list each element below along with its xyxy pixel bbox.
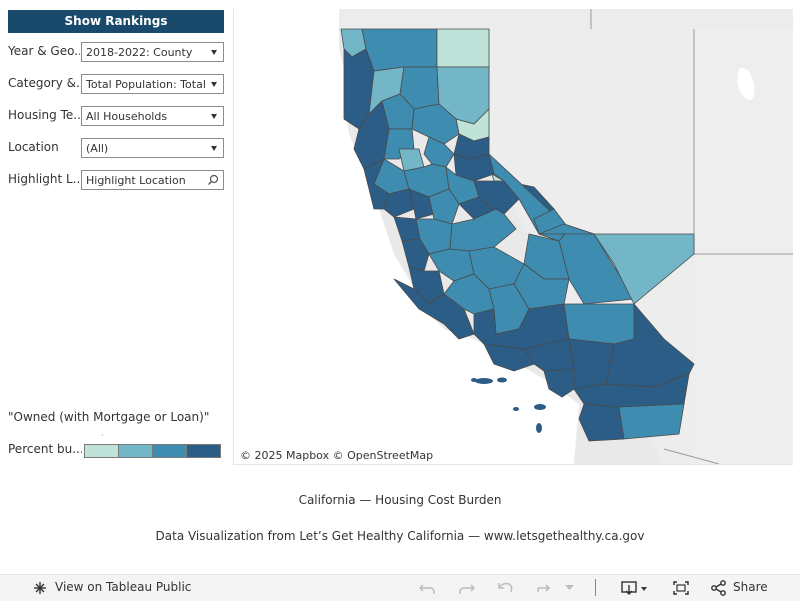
view-on-tableau-link[interactable]: View on Tableau Public [55, 580, 192, 594]
dropdown-value: All Households [86, 110, 168, 123]
legend-swatch-2[interactable] [118, 444, 153, 458]
county-border-piece[interactable] [538, 223, 595, 235]
oregon-land [234, 9, 793, 29]
california-counties[interactable] [340, 28, 695, 442]
county-modoc[interactable] [436, 28, 490, 68]
show-rankings-button[interactable]: Show Rankings [8, 10, 224, 33]
highlight-placeholder: Highlight Location [86, 174, 186, 187]
fullscreen-icon[interactable] [672, 580, 690, 596]
lake [737, 68, 755, 100]
dropdown-value: Total Population: Total [86, 78, 206, 91]
caret-down-icon [211, 114, 217, 119]
county-alameda[interactable] [401, 238, 430, 272]
highlight-location-input[interactable]: Highlight Location [81, 170, 224, 190]
map-canvas[interactable] [234, 9, 793, 464]
category-filter: Category &... Total Population: Total [8, 74, 224, 94]
map-caption-title: California — Housing Cost Burden [298, 493, 502, 507]
county-san-diego[interactable] [578, 403, 625, 442]
island [536, 423, 542, 433]
revert-icon[interactable] [497, 580, 515, 596]
year-geo-filter: Year & Geo... 2018-2022: County [8, 42, 224, 62]
housing-tenure-dropdown[interactable]: All Households [81, 106, 224, 126]
tableau-toolbar: View on Tableau Public Share [0, 574, 800, 601]
map-attribution: © 2025 Mapbox © OpenStreetMap [238, 449, 436, 462]
share-icon[interactable] [710, 580, 728, 596]
state-border [663, 448, 720, 464]
dropdown-value: (All) [86, 142, 109, 155]
county-butte[interactable] [411, 103, 460, 145]
location-filter: Location (All) [8, 138, 224, 158]
redo-icon[interactable] [458, 580, 476, 596]
housing-tenure-filter: Housing Te... All Households [8, 106, 224, 126]
caret-down-icon [211, 82, 217, 87]
caret-down-icon [211, 146, 217, 151]
county-santa-barbara[interactable] [483, 343, 535, 372]
map-caption-source: Data Visualization from Let’s Get Health… [155, 529, 645, 543]
legend-title: "Owned (with Mortgage or Loan)" [8, 410, 210, 424]
county-siskiyou[interactable] [361, 28, 438, 72]
refresh-icon[interactable] [535, 580, 553, 596]
county-napa-marin[interactable] [383, 188, 415, 218]
share-button[interactable]: Share [733, 580, 768, 594]
utah-arizona-land [692, 29, 793, 464]
year-geo-dropdown[interactable]: 2018-2022: County [81, 42, 224, 62]
category-dropdown[interactable]: Total Population: Total [81, 74, 224, 94]
island [497, 377, 507, 383]
filter-label: Category &... [8, 76, 80, 90]
tableau-logo-icon[interactable] [32, 580, 48, 596]
county-solano[interactable] [408, 188, 435, 220]
island [534, 404, 546, 410]
county-choropleth-map[interactable]: © 2025 Mapbox © OpenStreetMap [233, 9, 793, 465]
legend-swatch-4[interactable] [186, 444, 221, 458]
county-kern[interactable] [563, 303, 635, 345]
legend-swatch-1[interactable] [84, 444, 119, 458]
filter-label: Highlight L... [8, 172, 80, 186]
download-icon[interactable] [621, 580, 649, 596]
filter-label: Housing Te... [8, 108, 80, 122]
channel-islands [471, 377, 546, 433]
toolbar-divider [595, 579, 596, 596]
dropdown-value: 2018-2022: County [86, 46, 193, 59]
osm-attribution-link[interactable]: © OpenStreetMap [332, 449, 434, 462]
location-dropdown[interactable]: (All) [81, 138, 224, 158]
sidebar: Show Rankings Year & Geo... 2018-2022: C… [8, 10, 224, 465]
county-inyo-east[interactable] [593, 233, 695, 305]
color-legend[interactable] [84, 444, 221, 458]
county-imperial[interactable] [618, 403, 685, 440]
dropdown-icon[interactable] [565, 585, 574, 591]
county-monterey[interactable] [393, 278, 475, 340]
highlight-location-filter: Highlight L... Highlight Location [8, 170, 224, 190]
county-sacramento[interactable] [428, 188, 460, 225]
legend-swatch-3[interactable] [152, 444, 187, 458]
mapbox-attribution-link[interactable]: © 2025 Mapbox [240, 449, 330, 462]
island [471, 378, 477, 382]
legend-dot: · [101, 431, 104, 440]
undo-icon[interactable] [418, 580, 436, 596]
legend-label: Percent bu... [8, 442, 82, 456]
search-icon [208, 174, 219, 185]
island [475, 378, 493, 384]
island [513, 407, 519, 411]
county-orange[interactable] [543, 368, 575, 398]
filter-label: Location [8, 140, 59, 154]
caret-down-icon [211, 50, 217, 55]
filter-label: Year & Geo... [8, 44, 80, 58]
